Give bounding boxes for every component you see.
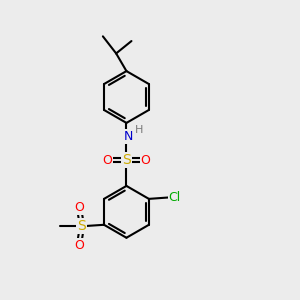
Text: Cl: Cl bbox=[169, 191, 181, 204]
Text: N: N bbox=[124, 130, 134, 143]
Text: O: O bbox=[74, 239, 84, 252]
Text: O: O bbox=[74, 201, 84, 214]
Text: S: S bbox=[77, 219, 86, 233]
Text: H: H bbox=[135, 125, 143, 135]
Text: O: O bbox=[102, 154, 112, 167]
Text: S: S bbox=[122, 153, 131, 167]
Text: O: O bbox=[141, 154, 151, 167]
